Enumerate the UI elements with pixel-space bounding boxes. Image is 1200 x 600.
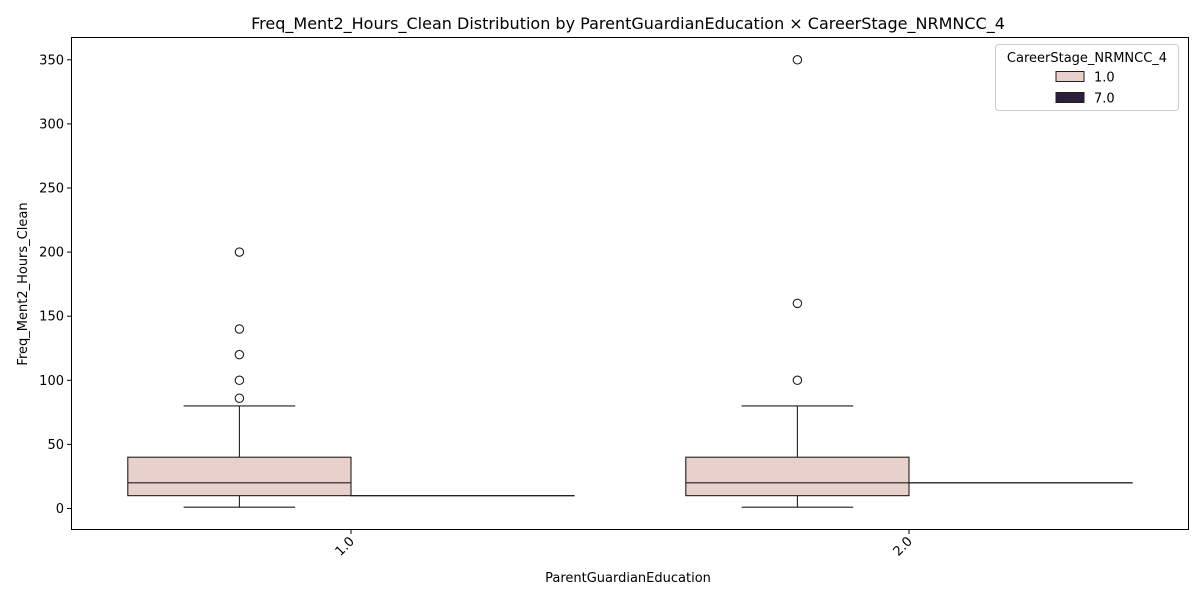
outlier-point [792, 55, 803, 65]
legend-swatch-7.0 [1055, 92, 1085, 103]
outlier-point [234, 375, 245, 386]
legend-label-1.0: 1.0 [1094, 71, 1115, 86]
y-tick-label: 150 [39, 310, 64, 325]
outlier-point [234, 247, 245, 257]
y-tick-label: 350 [39, 53, 64, 68]
outlier-point [234, 393, 245, 403]
x-tick-label: 2.0 [891, 534, 916, 559]
iqr-box [685, 456, 910, 497]
plot-area-frame [71, 37, 1189, 530]
box-1.0-2.0 [685, 55, 910, 508]
y-tick-label: 100 [39, 374, 64, 389]
box-groups [127, 55, 1133, 508]
outlier-point [234, 324, 245, 334]
y-tick-label: 300 [39, 117, 64, 132]
outlier-point [234, 349, 245, 360]
x-axis: 1.0 2.0 [333, 529, 916, 559]
legend-label-7.0: 7.0 [1094, 92, 1115, 107]
outlier-point [792, 298, 803, 309]
legend: CareerStage_NRMNCC_4 1.0 7.0 [995, 44, 1179, 111]
y-tick-label: 250 [39, 181, 64, 196]
y-tick-label: 50 [47, 438, 64, 453]
y-axis: 0 50 100 150 200 250 300 350 [39, 53, 72, 517]
box-1.0-1.0 [127, 247, 352, 508]
legend-frame [995, 44, 1179, 111]
y-axis-title: Freq_Ment2_Hours_Clean [16, 202, 31, 365]
legend-title: CareerStage_NRMNCC_4 [1007, 51, 1167, 66]
outlier-point [792, 375, 803, 386]
y-tick-label: 0 [56, 502, 64, 517]
y-tick-label: 200 [39, 246, 64, 261]
chart-title: Freq_Ment2_Hours_Clean Distribution by P… [251, 14, 1005, 34]
x-tick-label: 1.0 [333, 534, 358, 559]
iqr-box [127, 456, 352, 497]
x-axis-title: ParentGuardianEducation [545, 571, 711, 586]
legend-swatch-1.0 [1055, 71, 1085, 82]
